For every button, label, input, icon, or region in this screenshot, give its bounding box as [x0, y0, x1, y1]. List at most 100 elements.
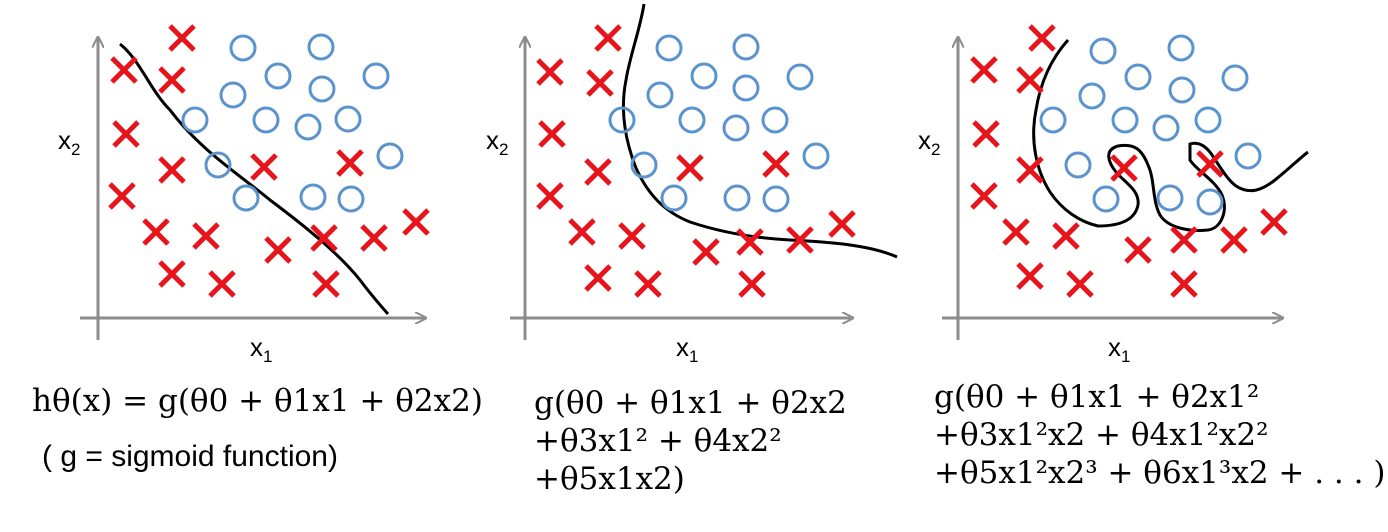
cross-mark: [192, 222, 220, 250]
cross-mark: [1066, 270, 1094, 298]
cross-mark: [586, 69, 614, 97]
panel-quadratic: [510, 3, 898, 340]
cross-mark: [970, 182, 998, 210]
cross-mark: [158, 66, 186, 94]
cross-mark: [1220, 226, 1248, 254]
circle-mark: [646, 81, 674, 109]
circle-mark: [1078, 82, 1106, 110]
cross-mark: [360, 224, 388, 252]
cross-mark: [692, 238, 720, 266]
cross-mark: [208, 270, 236, 298]
y-axis-label-2: x2: [486, 125, 509, 160]
crosses: [970, 24, 1288, 298]
circle-mark: [264, 62, 292, 90]
cross-mark: [1016, 262, 1044, 290]
cross-mark: [1170, 226, 1198, 254]
circle-mark: [229, 34, 257, 62]
cross-mark: [1110, 154, 1138, 182]
cross-mark: [828, 210, 856, 238]
circle-mark: [1124, 63, 1152, 91]
cross-mark: [618, 222, 646, 250]
circle-mark: [678, 106, 706, 134]
cross-mark: [336, 149, 364, 177]
cross-mark: [142, 218, 170, 246]
circles: [608, 33, 830, 213]
cross-mark: [108, 182, 136, 210]
cross-mark: [1052, 222, 1080, 250]
circle-mark: [802, 142, 830, 170]
formula-line: +θ5x1x2): [534, 461, 685, 497]
cross-mark: [584, 264, 612, 292]
circle-mark: [1089, 37, 1117, 65]
circle-mark: [1196, 188, 1224, 216]
crosses: [108, 24, 430, 298]
cross-mark: [536, 182, 564, 210]
cross-mark: [1002, 218, 1030, 246]
circles: [1039, 34, 1262, 216]
cross-mark: [762, 150, 790, 178]
circle-mark: [630, 151, 658, 179]
cross-mark: [538, 120, 566, 148]
cross-mark: [158, 156, 186, 184]
cross-mark: [112, 120, 140, 148]
cross-mark: [1260, 208, 1288, 236]
circle-mark: [299, 183, 327, 211]
circle-mark: [655, 34, 683, 62]
cross-mark: [568, 218, 596, 246]
formula-quadratic: g(θ0 + θ1x1 + θ2x2 +θ3x1² + θ4x2² +θ5x1x…: [534, 384, 847, 498]
circle-mark: [337, 185, 365, 213]
circle-mark: [732, 33, 760, 61]
cross-mark: [1028, 24, 1056, 52]
cross-mark: [1170, 270, 1198, 298]
formula-high-order: g(θ0 + θ1x1 + θ2x1² +θ3x1²x2 + θ4x1²x2² …: [934, 378, 1385, 492]
x-axis-label-3: x1: [1108, 332, 1131, 367]
x-axis-label-2: x1: [676, 332, 699, 367]
circle-mark: [1152, 114, 1180, 142]
formula-line: +θ3x1²x2 + θ4x1²x2²: [934, 417, 1269, 453]
cross-mark: [584, 158, 612, 186]
cross-mark: [594, 24, 622, 52]
cross-mark: [310, 224, 338, 252]
formula-line: g(θ0 + θ1x1 + θ2x2: [534, 385, 847, 421]
formula-linear: hθ(x) = g(θ0 + θ1x1 + θ2x2): [32, 382, 483, 420]
y-axis-label-3: x2: [918, 125, 941, 160]
formula-line: +θ5x1²x2³ + θ6x1³x2 + . . . ): [934, 455, 1386, 491]
circle-mark: [1168, 76, 1196, 104]
cross-mark: [312, 270, 340, 298]
circle-mark: [786, 63, 814, 91]
y-axis-label-1: x2: [58, 125, 81, 160]
circle-mark: [181, 106, 209, 134]
circle-mark: [723, 184, 751, 212]
cross-mark: [676, 154, 704, 182]
panel-linear: [80, 24, 430, 340]
circle-mark: [204, 151, 232, 179]
sigmoid-note: ( g = sigmoid function): [42, 440, 338, 473]
circle-mark: [307, 33, 335, 61]
panel-high-order: [942, 24, 1309, 340]
cross-mark: [110, 56, 138, 84]
formula-line: +θ3x1² + θ4x2²: [534, 423, 782, 459]
cross-mark: [634, 270, 662, 298]
circle-mark: [732, 74, 760, 102]
circle-mark: [219, 81, 247, 109]
cross-mark: [1016, 66, 1044, 94]
circle-mark: [1167, 34, 1195, 62]
cross-mark: [250, 153, 278, 181]
cross-mark: [738, 270, 766, 298]
cross-mark: [264, 236, 292, 264]
circle-mark: [761, 106, 789, 134]
circle-mark: [376, 142, 404, 170]
circle-mark: [1194, 106, 1222, 134]
cross-mark: [158, 260, 186, 288]
circle-mark: [308, 75, 336, 103]
cross-mark: [972, 120, 1000, 148]
circle-mark: [1234, 142, 1262, 170]
circle-mark: [252, 106, 280, 134]
circle-mark: [1221, 64, 1249, 92]
circle-mark: [1039, 106, 1067, 134]
formula-line: g(θ0 + θ1x1 + θ2x1²: [934, 379, 1260, 415]
circle-mark: [608, 106, 636, 134]
circle-mark: [722, 114, 750, 142]
circles: [181, 33, 404, 213]
